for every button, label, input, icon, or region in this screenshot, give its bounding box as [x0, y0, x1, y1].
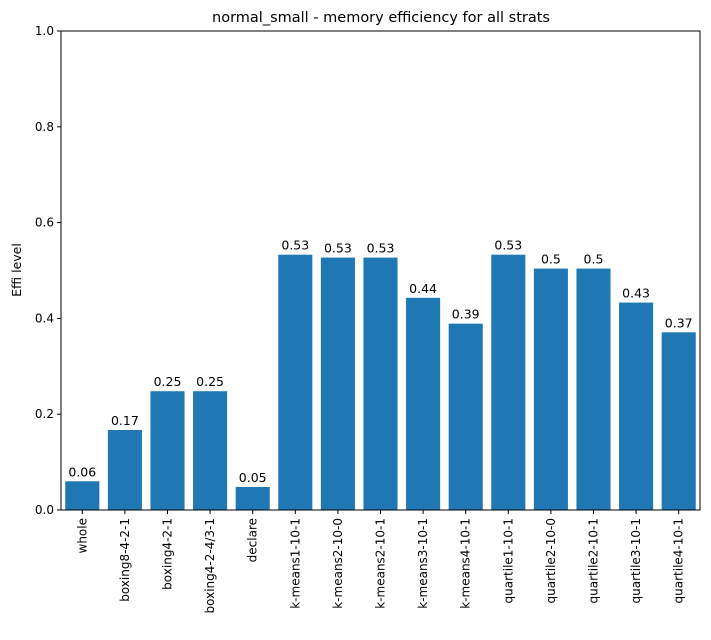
bar-quartile1-10-1: [491, 254, 526, 510]
bar-boxing4-2-1: [150, 391, 185, 510]
x-tick-label: k-means1-10-1: [288, 518, 302, 609]
bar-quartile2-10-0: [533, 268, 568, 510]
y-axis-ticks: 0.0 0.2 0.4 0.6 0.8 1.0: [35, 24, 61, 517]
data-label: 0.43: [622, 286, 650, 301]
x-tick-label: boxing4-2-1: [161, 518, 175, 590]
bar-boxing8-4-2-1: [107, 430, 142, 510]
x-tick-label: k-means2-10-1: [374, 518, 388, 609]
bar-quartile3-10-1: [619, 302, 654, 510]
x-tick-label: quartile1-10-1: [501, 518, 515, 603]
x-tick-label: whole: [75, 518, 89, 553]
data-label: 0.39: [452, 307, 480, 322]
data-label: 0.44: [409, 281, 437, 296]
data-labels-group: 0.06 0.17 0.25 0.25 0.05 0.53 0.53 0.53 0.44 0.39…: [68, 238, 692, 485]
x-tick-label: quartile2-10-1: [587, 518, 601, 603]
x-tick-label: k-means4-10-1: [459, 518, 473, 609]
plot-frame: [60, 30, 701, 511]
x-tick-label: k-means3-10-1: [416, 518, 430, 609]
x-axis-ticks: whole boxing8-4-2-1 boxing4-2-1 boxing4-2-4…: [75, 510, 686, 613]
y-axis-label: Effi level: [9, 243, 24, 297]
x-tick-label: boxing8-4-2-1: [118, 518, 132, 602]
bar-declare: [235, 487, 270, 510]
bar-k-means1-10-1: [278, 254, 313, 510]
data-label: 0.53: [367, 241, 395, 256]
x-tick-label: k-means2-10-0: [331, 518, 345, 609]
y-tick-label: 0.2: [35, 407, 54, 421]
data-label: 0.37: [665, 315, 693, 330]
data-label: 0.05: [239, 470, 267, 485]
bars-group: [65, 254, 696, 510]
y-tick-label: 0.4: [35, 311, 54, 325]
data-label: 0.06: [68, 464, 96, 479]
data-label: 0.53: [494, 238, 522, 253]
data-label: 0.25: [196, 374, 224, 389]
x-tick-label: quartile4-10-1: [672, 518, 686, 603]
data-label: 0.25: [154, 374, 182, 389]
chart-title: normal_small - memory efficiency for all…: [212, 10, 550, 26]
x-tick-label: boxing4-2-4/3-1: [203, 518, 217, 613]
bar-k-means2-10-0: [320, 257, 355, 510]
y-tick-label: 0.0: [35, 503, 54, 517]
data-label: 0.5: [541, 252, 561, 267]
y-tick-label: 0.8: [35, 120, 54, 134]
bar-boxing4-2-4/3-1: [193, 391, 228, 510]
bar-k-means3-10-1: [406, 297, 441, 510]
bar-k-means4-10-1: [448, 323, 483, 510]
x-tick-label: declare: [246, 518, 260, 562]
data-label: 0.17: [111, 413, 139, 428]
data-label: 0.5: [584, 252, 604, 267]
x-tick-label: quartile2-10-0: [544, 518, 558, 603]
y-tick-label: 0.6: [35, 216, 54, 230]
data-label: 0.53: [281, 238, 309, 253]
bar-whole: [65, 481, 100, 510]
bar-quartile4-10-1: [661, 332, 696, 510]
x-tick-label: quartile3-10-1: [629, 518, 643, 603]
data-label: 0.53: [324, 241, 352, 256]
y-tick-label: 1.0: [35, 24, 54, 38]
bar-k-means2-10-1: [363, 257, 398, 510]
bar-quartile2-10-1: [576, 268, 611, 510]
